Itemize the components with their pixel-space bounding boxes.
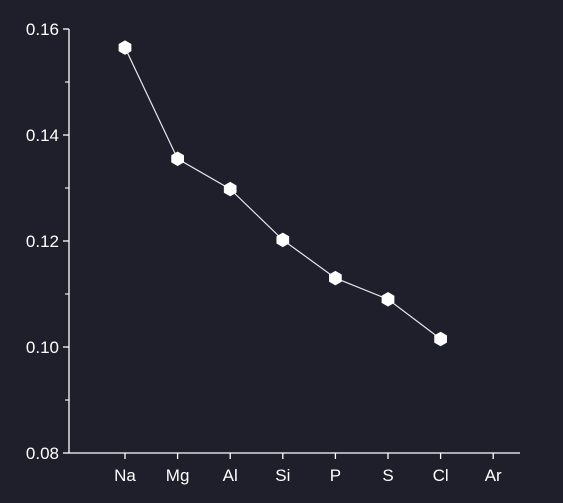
x-tick-label: Na <box>114 466 136 485</box>
axes: 0.08 0.10 0.12 0.14 0.16 Na Mg Al Si P S Cl Ar <box>26 20 520 485</box>
data-point-marker <box>434 331 447 347</box>
data-point-marker <box>276 232 290 248</box>
x-tick-label: Mg <box>166 466 190 485</box>
data-point-marker <box>118 40 132 55</box>
x-tick-label: Cl <box>433 466 449 485</box>
x-tick-label: Al <box>223 466 238 485</box>
x-tick-label: Si <box>275 466 290 485</box>
x-tick-label: Ar <box>485 466 502 485</box>
data-point-marker <box>329 270 342 286</box>
y-tick-label: 0.12 <box>26 232 59 251</box>
y-tick-label: 0.16 <box>26 20 59 39</box>
x-tick-label: S <box>382 466 393 485</box>
y-tick-label: 0.08 <box>26 444 59 463</box>
data-point-marker <box>381 292 395 307</box>
x-tick-label: P <box>330 466 341 485</box>
y-tick-label: 0.10 <box>26 338 59 357</box>
data-point-marker <box>171 151 184 167</box>
data-series <box>118 40 447 347</box>
data-point-marker <box>223 181 237 197</box>
y-tick-label: 0.14 <box>26 126 59 145</box>
